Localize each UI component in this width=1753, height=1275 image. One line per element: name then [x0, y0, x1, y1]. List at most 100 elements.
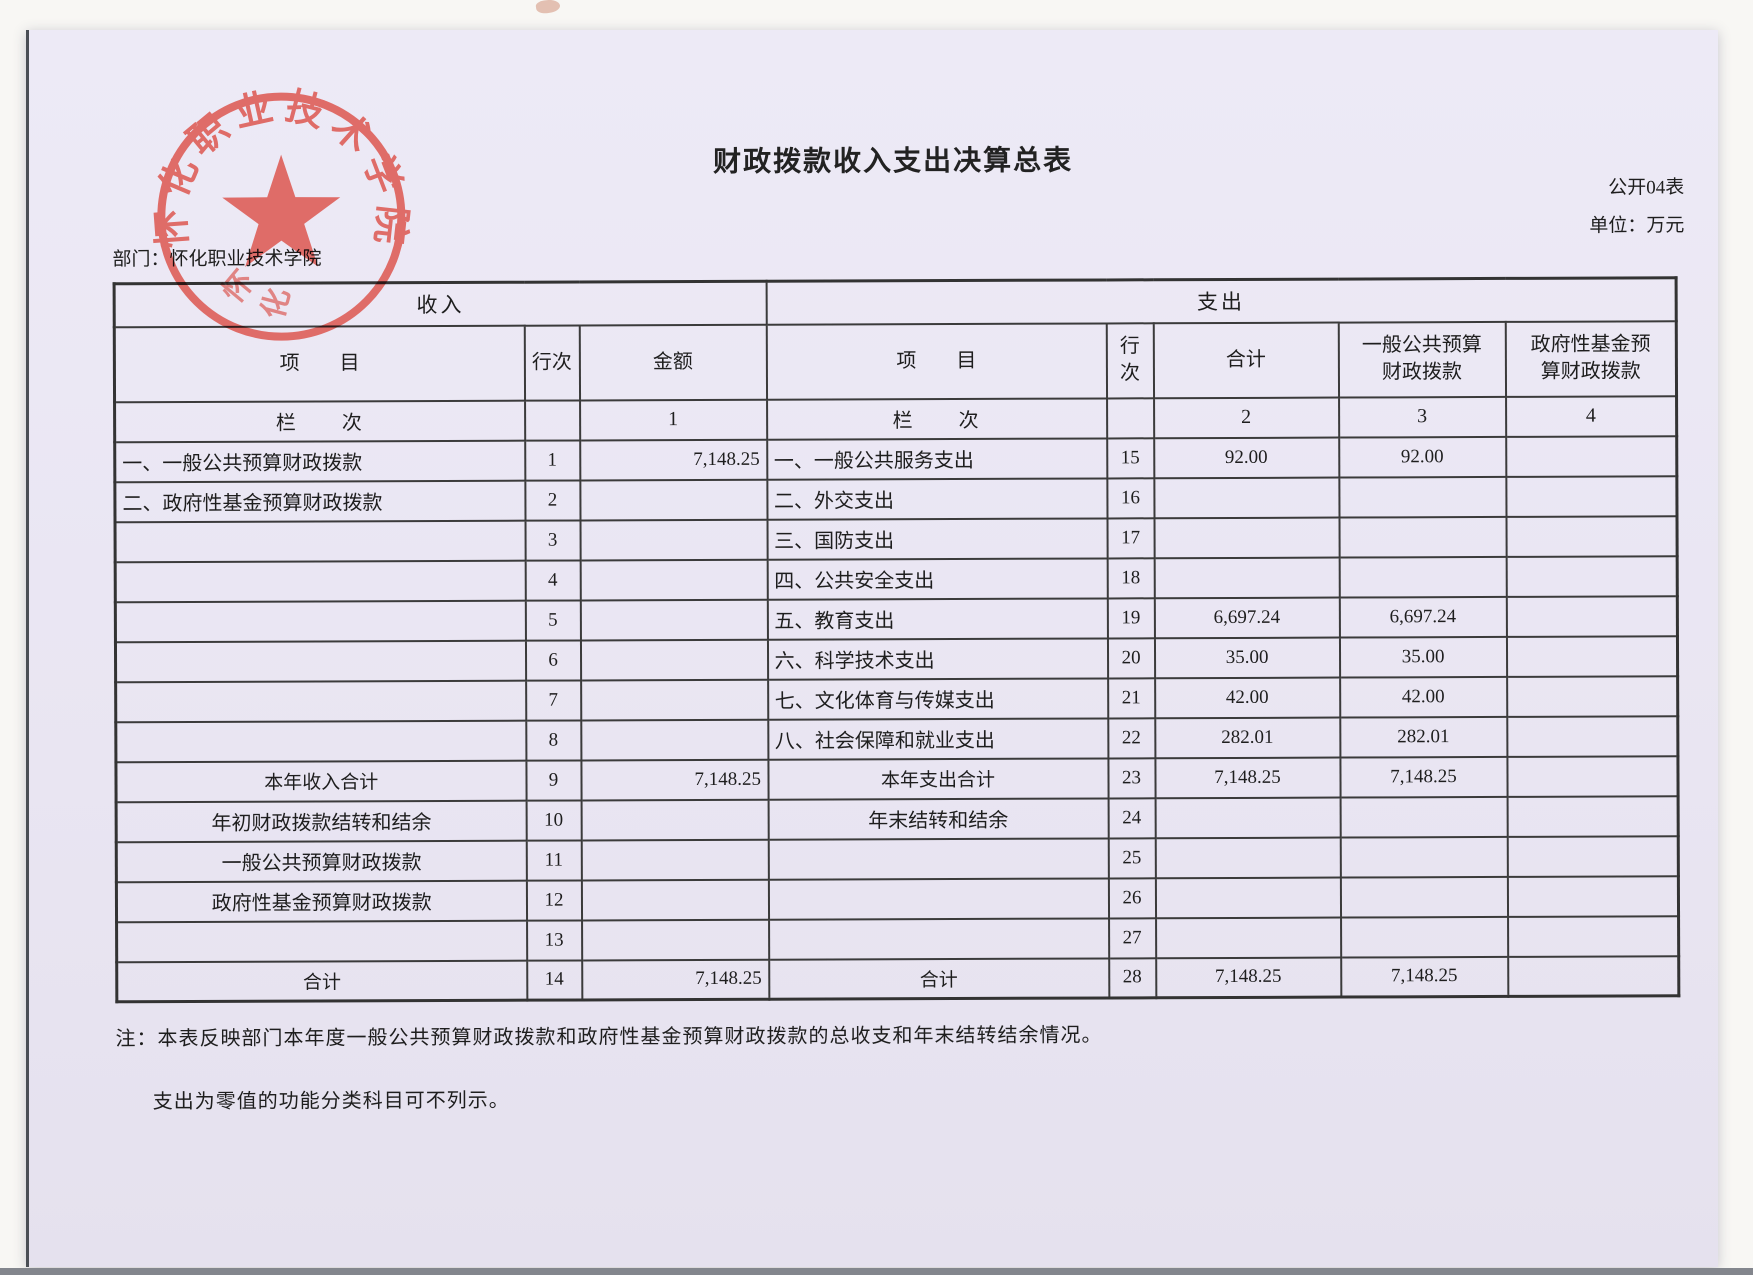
expense-total-cell: 92.00	[1153, 437, 1339, 478]
expense-item-cell: 年末结转和结余	[768, 797, 1109, 840]
expense-rowno-cell: 28	[1108, 957, 1156, 998]
income-item-cell: 年初财政拨款结转和结余	[116, 800, 527, 842]
expense-item-cell	[768, 837, 1109, 880]
expense-lane-col-number-2: 2	[1153, 397, 1339, 438]
form-code: 公开04表	[1608, 177, 1685, 199]
table-row: 二、政府性基金预算财政拨款 2 二、外交支出 16	[114, 475, 1678, 522]
scanner-edge-shadow	[0, 1268, 1753, 1275]
page-title: 财政拨款收入支出决算总表	[713, 145, 1074, 178]
income-amount-cell	[581, 799, 769, 840]
income-section-header: 收入	[114, 281, 767, 327]
table-row: 3 三、国防支出 17	[115, 515, 1678, 562]
expense-total-cell	[1155, 797, 1341, 838]
income-amount-cell	[580, 639, 768, 680]
expense-general-budget-cell: 35.00	[1339, 636, 1507, 678]
expense-general-budget-column-header: 一般公共预算 财政拨款	[1338, 321, 1506, 398]
expense-govfund-budget-cell	[1507, 915, 1679, 957]
department-label: 部门：怀化职业技术学院	[112, 248, 322, 271]
expense-general-budget-cell	[1340, 916, 1508, 958]
expense-general-budget-cell	[1340, 836, 1508, 878]
income-rowno-cell: 5	[525, 599, 581, 641]
income-amount-cell	[579, 479, 768, 520]
expense-general-budget-cell: 6,697.24	[1339, 596, 1507, 638]
income-rowno-cell: 9	[525, 759, 582, 801]
expense-rowno-cell: 27	[1108, 917, 1156, 958]
expense-rowno-cell: 17	[1107, 517, 1155, 558]
expense-rowno-cell: 19	[1107, 597, 1155, 638]
expense-govfund-budget-cell	[1507, 835, 1679, 877]
expense-total-cell	[1154, 517, 1340, 558]
expense-total-cell	[1155, 917, 1341, 958]
income-amount-cell	[581, 919, 769, 960]
budget-table: 收入 支出 项 目 行次 金额 项 目 行次 合计 一般公共预算 财政拨款 政府…	[112, 276, 1681, 1004]
paper-sheet: 财政拨款收入支出决算总表 公开04表 单位：万元 部门：怀化职业技术学院 收入 …	[26, 30, 1718, 1267]
income-item-cell: 本年收入合计	[115, 760, 527, 802]
income-rowno-cell: 14	[526, 959, 582, 1001]
income-rowno-cell: 4	[525, 559, 581, 601]
expense-rowno-cell: 24	[1108, 797, 1156, 838]
expense-total-cell: 7,148.25	[1155, 957, 1341, 998]
lane-number-row: 栏 次 1 栏 次 2 3 4	[114, 395, 1677, 442]
table-row: 8 八、社会保障和就业支出 22 282.01 282.01	[115, 715, 1678, 762]
expense-item-column-header: 项 目	[766, 322, 1107, 400]
expense-general-budget-cell: 282.01	[1339, 716, 1507, 758]
income-item-cell	[115, 640, 526, 682]
income-item-cell: 一般公共预算财政拨款	[116, 840, 527, 882]
table-body: 一、一般公共预算财政拨款 1 7,148.25 一、一般公共服务支出 15 92.00 92…	[114, 435, 1679, 1002]
expense-lane-label: 栏 次	[766, 397, 1107, 440]
expense-govfund-budget-cell	[1505, 435, 1677, 477]
expense-section-header: 支出	[766, 277, 1677, 325]
table-row: 7 七、文化体育与传媒支出 21 42.00 42.00	[115, 675, 1678, 722]
expense-rowno-cell: 15	[1106, 437, 1154, 478]
income-rowno-cell: 3	[525, 519, 581, 561]
expense-total-cell	[1153, 477, 1340, 518]
expense-govfund-budget-cell	[1506, 515, 1678, 557]
income-item-cell	[115, 680, 526, 722]
income-rowno-cell: 10	[526, 799, 582, 841]
expense-govfund-budget-cell	[1507, 875, 1679, 917]
expense-item-cell: 本年支出合计	[767, 757, 1109, 800]
income-amount-cell	[580, 559, 768, 600]
expense-govfund-budget-cell	[1506, 755, 1679, 797]
income-rowno-cell: 7	[525, 679, 581, 721]
expense-rowno-cell: 26	[1108, 877, 1156, 918]
expense-total-cell	[1155, 837, 1341, 878]
income-amount-cell	[580, 679, 768, 720]
expense-total-cell: 282.01	[1154, 717, 1340, 758]
income-rowno-cell: 6	[525, 639, 581, 681]
income-rowno-cell: 1	[524, 439, 580, 481]
expense-rowno-cell: 21	[1107, 677, 1155, 718]
expense-general-budget-cell: 92.00	[1338, 436, 1506, 478]
expense-total-cell: 35.00	[1154, 637, 1340, 678]
expense-item-cell: 七、文化体育与传媒支出	[767, 677, 1108, 720]
table-row: 5 五、教育支出 19 6,697.24 6,697.24	[115, 595, 1678, 642]
income-item-cell: 一、一般公共预算财政拨款	[114, 440, 525, 482]
table-row: 本年收入合计 9 7,148.25 本年支出合计 23 7,148.25 7,148.25	[115, 755, 1679, 802]
expense-item-cell: 六、科学技术支出	[767, 637, 1108, 680]
income-item-cell	[116, 920, 527, 962]
expense-rowno-cell: 23	[1107, 757, 1156, 798]
income-amount-column-header: 金额	[579, 324, 767, 400]
income-rowno-cell: 11	[526, 839, 582, 881]
expense-govfund-budget-cell	[1506, 675, 1678, 717]
expense-general-budget-cell	[1339, 516, 1507, 558]
income-amount-cell: 7,148.25	[580, 759, 769, 800]
expense-govfund-budget-cell	[1506, 635, 1678, 677]
expense-general-budget-cell: 7,148.25	[1339, 756, 1508, 798]
expense-govfund-budget-cell	[1506, 595, 1678, 637]
expense-general-budget-cell	[1339, 556, 1507, 598]
expense-govfund-budget-cell	[1506, 715, 1678, 757]
expense-rowno-column-header: 行次	[1106, 322, 1154, 398]
income-rowno-column-header: 行次	[524, 324, 580, 401]
expense-item-cell: 四、公共安全支出	[767, 557, 1108, 600]
expense-rowno-cell: 16	[1106, 477, 1155, 518]
table-row: 一、一般公共预算财政拨款 1 7,148.25 一、一般公共服务支出 15 92.00 92…	[114, 435, 1677, 482]
expense-total-cell	[1154, 557, 1340, 598]
income-amount-cell	[580, 519, 768, 560]
expense-lane-col-number-4: 4	[1505, 395, 1677, 437]
table-row: 合计 14 7,148.25 合计 28 7,148.25 7,148.25	[116, 955, 1679, 1002]
income-rowno-cell: 2	[524, 479, 581, 521]
income-item-cell	[115, 560, 526, 602]
column-header-row: 项 目 行次 金额 项 目 行次 合计 一般公共预算 财政拨款 政府性基金预 算…	[114, 320, 1677, 402]
income-amount-cell: 7,148.25	[581, 959, 769, 1000]
